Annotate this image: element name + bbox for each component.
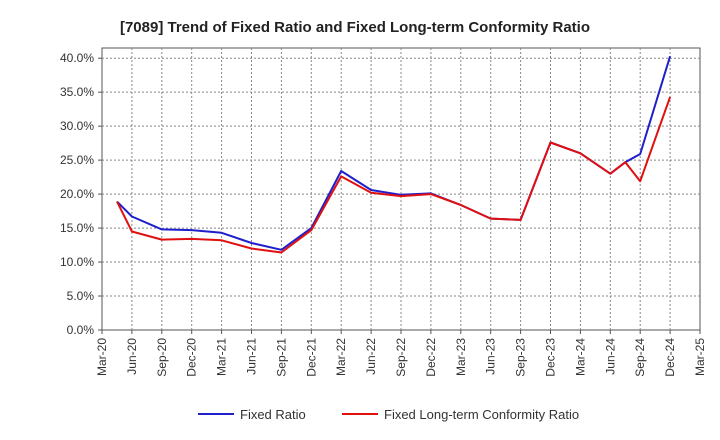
legend: Fixed Ratio Fixed Long-term Conformity Ra… xyxy=(198,407,579,422)
y-tick-label: 40.0% xyxy=(60,51,94,65)
x-tick-label: Mar-25 xyxy=(693,338,707,376)
x-tick-label: Jun-20 xyxy=(125,338,139,375)
x-tick-label: Dec-23 xyxy=(544,338,558,377)
y-tick-label: 5.0% xyxy=(67,289,95,303)
y-tick-label: 35.0% xyxy=(60,85,94,99)
x-tick-label: Sep-21 xyxy=(274,338,288,377)
y-tick-label: 25.0% xyxy=(60,153,94,167)
axes: 0.0% 5.0% 10.0% 15.0% 20.0% 25.0% 30.0% 35.0% 40… xyxy=(60,51,707,377)
x-tick-label: Sep-24 xyxy=(633,338,647,377)
y-tick-label: 10.0% xyxy=(60,255,94,269)
x-tick-label: Jun-24 xyxy=(603,338,617,375)
legend-label-1: Fixed Ratio xyxy=(240,407,306,422)
x-tick-label: Dec-22 xyxy=(424,338,438,377)
x-tick-label: Dec-21 xyxy=(304,338,318,377)
x-tick-label: Mar-21 xyxy=(215,338,229,376)
y-tick-label: 30.0% xyxy=(60,119,94,133)
y-tick-label: 20.0% xyxy=(60,187,94,201)
x-tick-label: Sep-23 xyxy=(514,338,528,377)
x-tick-label: Mar-22 xyxy=(334,338,348,376)
x-tick-label: Dec-20 xyxy=(185,338,199,377)
legend-label-2: Fixed Long-term Conformity Ratio xyxy=(384,407,579,422)
x-tick-label: Mar-24 xyxy=(573,338,587,376)
series-lines xyxy=(116,55,672,254)
x-tick-label: Dec-24 xyxy=(663,338,677,377)
series-line-1 xyxy=(116,55,672,251)
chart-title: [7089] Trend of Fixed Ratio and Fixed Lo… xyxy=(120,19,590,36)
series-line-2 xyxy=(116,96,672,254)
x-tick-label: Sep-20 xyxy=(155,338,169,377)
x-tick-label: Jun-22 xyxy=(364,338,378,375)
x-tick-label: Jun-21 xyxy=(245,338,259,375)
y-tick-label: 15.0% xyxy=(60,221,94,235)
y-tick-label: 0.0% xyxy=(67,323,95,337)
x-tick-label: Jun-23 xyxy=(484,338,498,375)
grid xyxy=(101,47,701,331)
x-tick-label: Mar-23 xyxy=(454,338,468,376)
x-tick-label: Sep-22 xyxy=(394,338,408,377)
x-tick-label: Mar-20 xyxy=(95,338,109,376)
